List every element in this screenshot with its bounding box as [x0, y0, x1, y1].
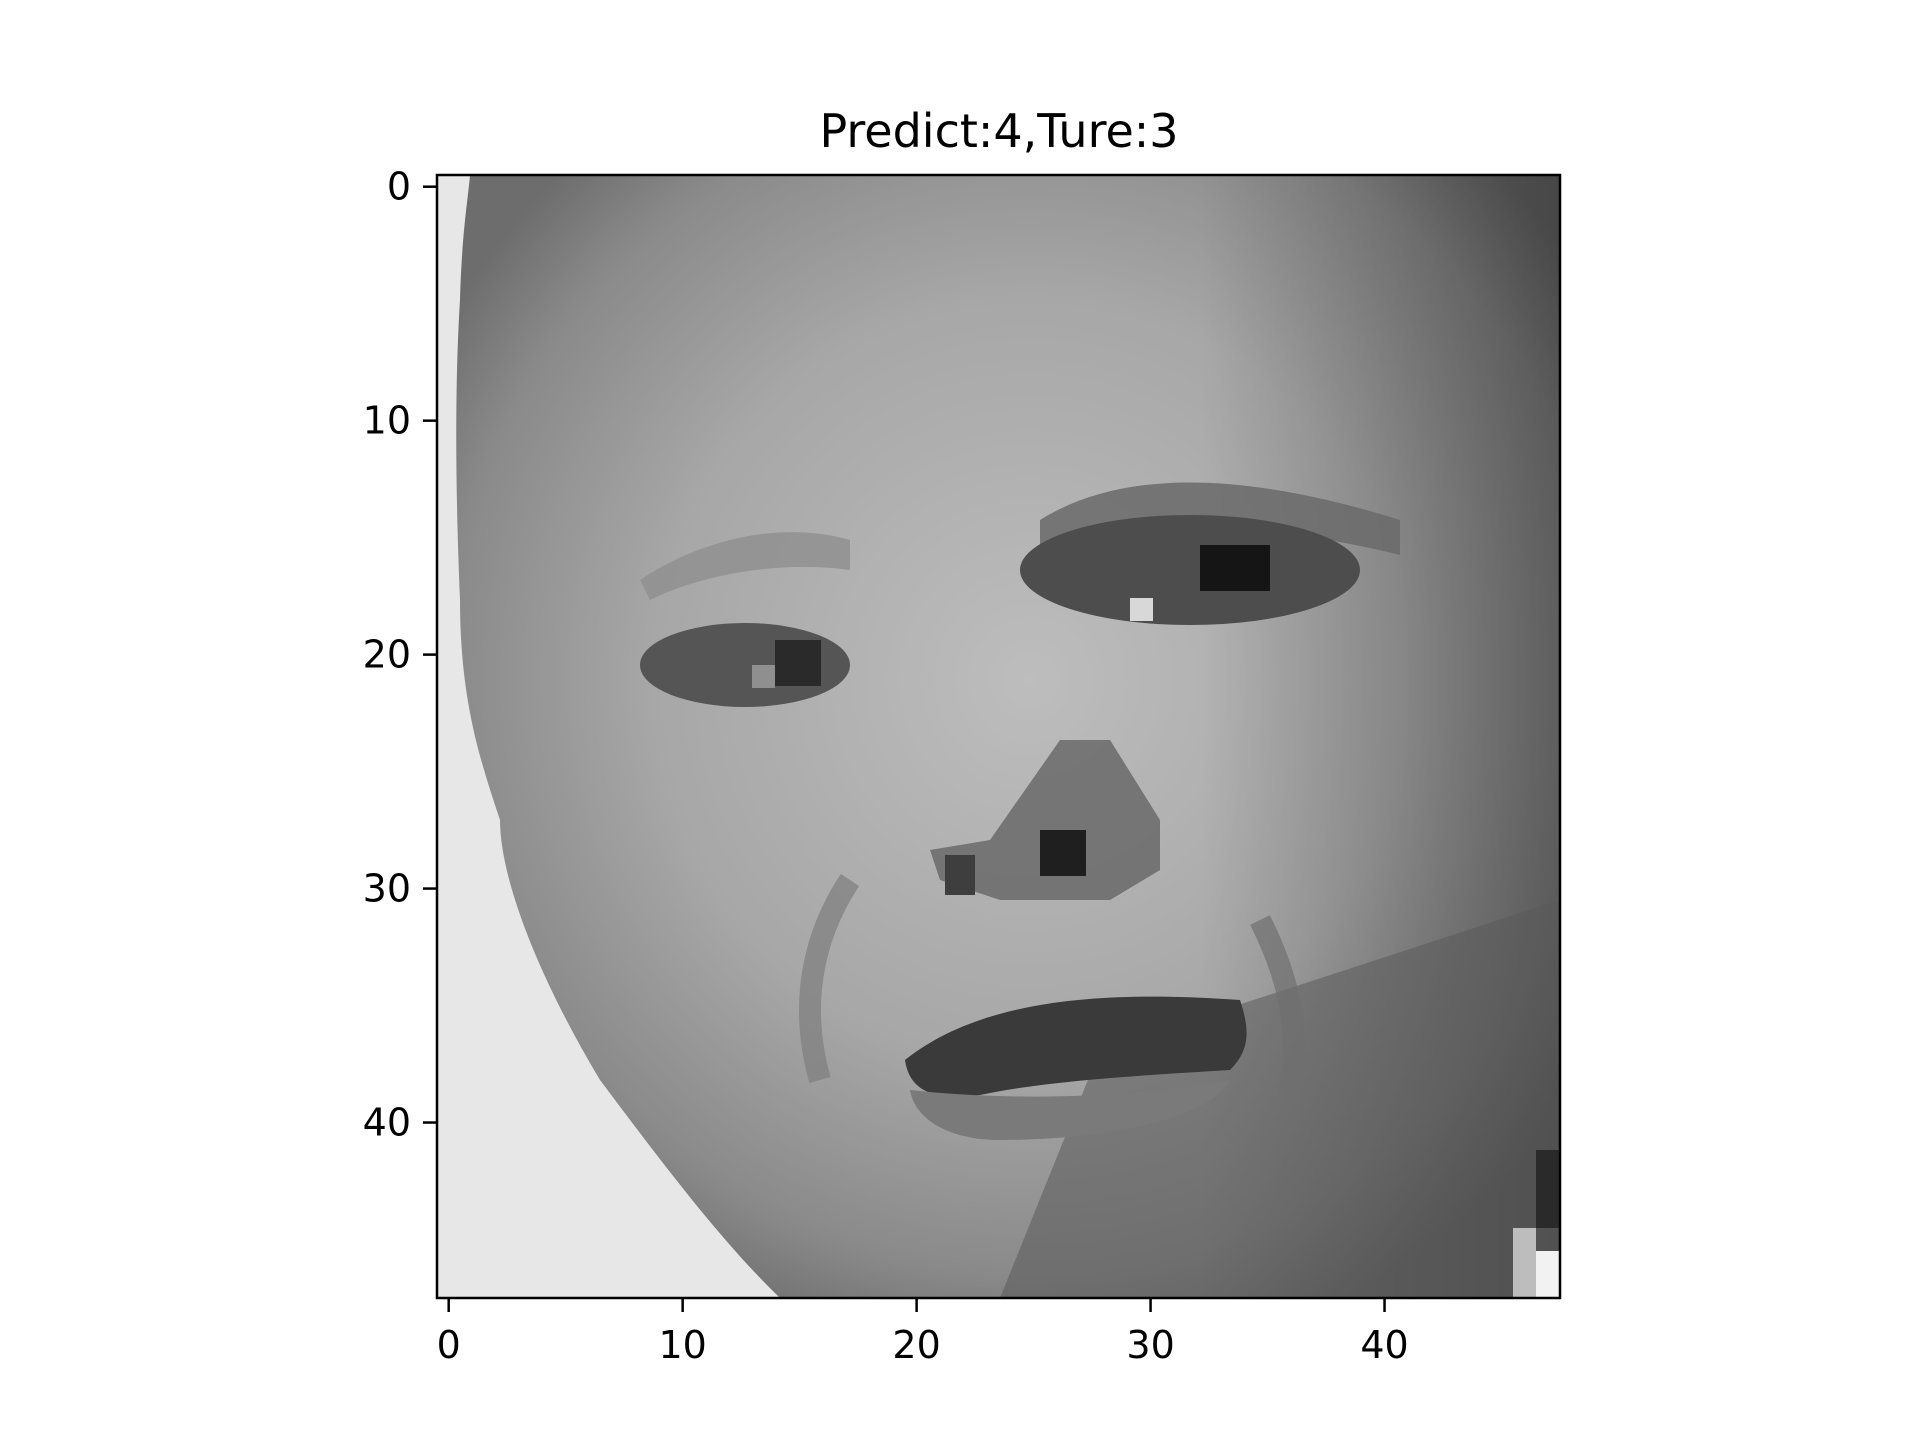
y-axis-ticks: 0 10 20 30 40 [363, 165, 437, 1145]
x-tick-label: 30 [1126, 1323, 1174, 1367]
bright-pixel-2 [1513, 1228, 1536, 1298]
left-eye-highlight [752, 665, 775, 688]
y-tick-label: 20 [363, 633, 411, 677]
y-tick-label: 0 [387, 165, 411, 209]
left-pupil [775, 640, 821, 686]
y-tick-label: 10 [363, 399, 411, 443]
left-eyebrow [640, 532, 850, 600]
right-eye-highlight [1130, 598, 1153, 621]
x-tick-label: 10 [658, 1323, 706, 1367]
x-tick-label: 40 [1360, 1323, 1408, 1367]
x-tick-label: 20 [892, 1323, 940, 1367]
x-axis-ticks: 0 10 20 30 40 [437, 1298, 1409, 1367]
right-nostril [945, 855, 975, 895]
bright-pixel-1 [1536, 1251, 1560, 1298]
face-image [437, 175, 1560, 1298]
left-cheek-fold [799, 873, 860, 1084]
image-frame [435, 173, 1562, 1300]
x-tick-label: 0 [437, 1323, 461, 1367]
nose [930, 740, 1160, 900]
right-pupil [1200, 545, 1270, 591]
lower-right-shadow [1000, 900, 1560, 1298]
right-eye [1020, 515, 1360, 625]
left-nostril [1040, 830, 1086, 876]
figure-title: Predict:4,Ture:3 [819, 104, 1178, 158]
right-cheek-fold [1250, 915, 1305, 1092]
mouth [905, 996, 1247, 1097]
lower-lip [910, 1080, 1230, 1140]
y-tick-label: 30 [363, 867, 411, 911]
dark-edge-right [1536, 1150, 1560, 1228]
y-tick-label: 40 [363, 1101, 411, 1145]
